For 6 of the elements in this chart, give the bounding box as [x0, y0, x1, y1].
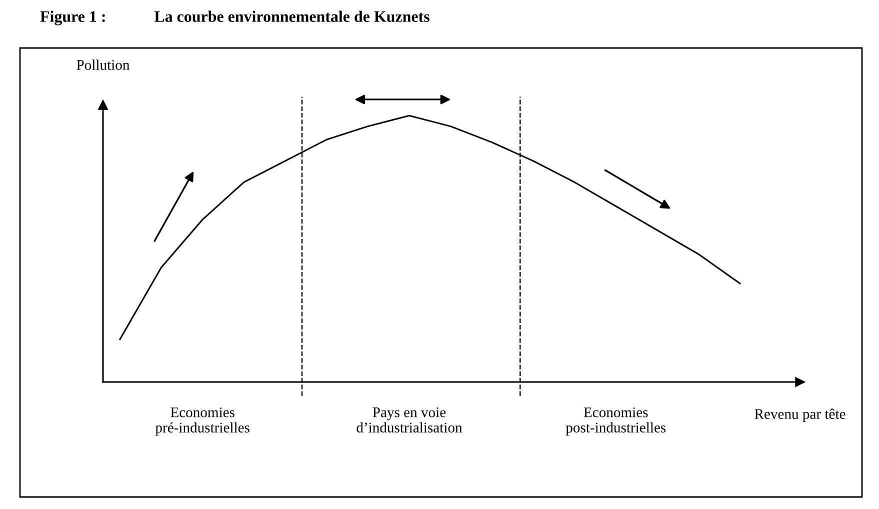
- x-tick-label: Pays en voie d’industrialisation: [356, 407, 462, 433]
- chart-title: Figure 1 : La courbe environnementale de Kuznets: [40, 10, 430, 26]
- x-tick-label: Economies post-industrielles: [566, 407, 666, 436]
- x-axis-title: Revenu par tête: [754, 408, 846, 422]
- x-tick-label: Economies pré-industrielles: [155, 407, 250, 436]
- y-axis-title: Pollution: [76, 60, 130, 70]
